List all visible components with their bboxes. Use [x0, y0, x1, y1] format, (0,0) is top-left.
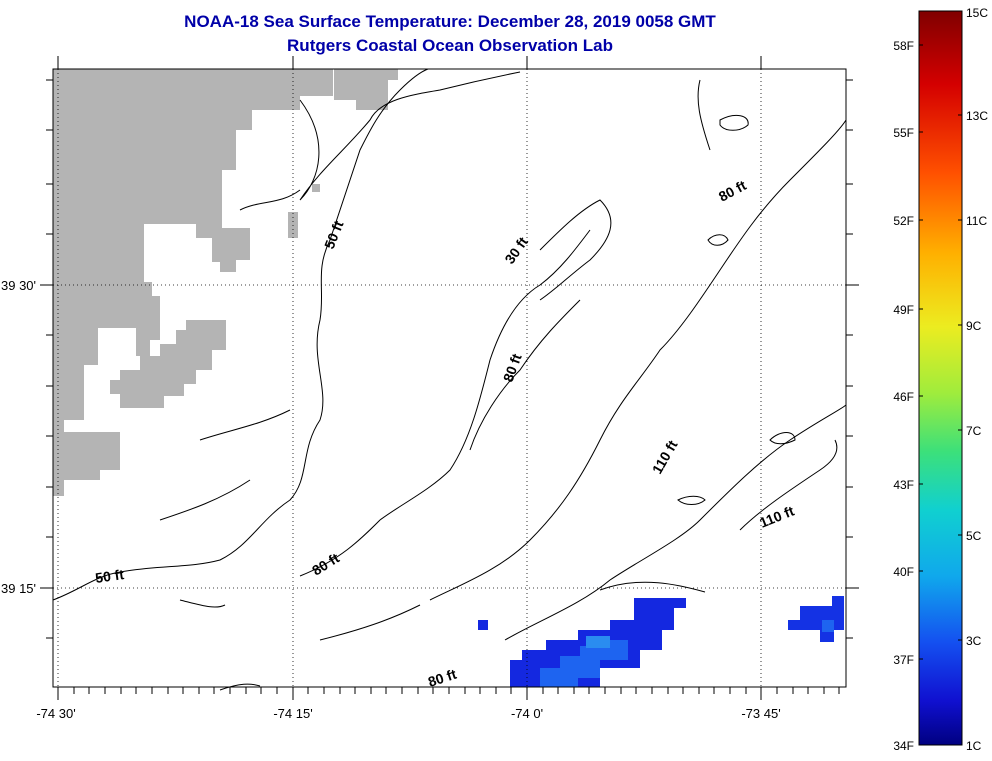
depth-contours: [52, 68, 847, 691]
colorbar-label: 49F: [893, 303, 914, 317]
colorbar-label: 55F: [893, 126, 914, 140]
lat-label: 39 30': [1, 278, 36, 293]
graticule: [53, 69, 846, 687]
colorbar-label: 5C: [966, 529, 982, 543]
colorbar-label: 9C: [966, 319, 982, 333]
lon-label: -74 0': [511, 706, 543, 721]
colorbar-label: 15C: [966, 6, 988, 20]
colorbar-label: 3C: [966, 634, 982, 648]
lon-label: -74 30': [36, 706, 75, 721]
colorbar: [918, 10, 963, 746]
colorbar-label: 34F: [893, 739, 914, 753]
colorbar-label: 13C: [966, 109, 988, 123]
colorbar-label: 46F: [893, 390, 914, 404]
axis-ticks: [40, 56, 859, 700]
colorbar-label: 11C: [966, 214, 987, 228]
lon-label: -73 45': [741, 706, 780, 721]
map-title: NOAA-18 Sea Surface Temperature: Decembe…: [184, 12, 716, 31]
colorbar-label: 52F: [893, 214, 914, 228]
colorbar-ticks: [919, 44, 962, 660]
colorbar-celsius-labels: 15C 13C 11C 9C 7C 5C 3C 1C: [966, 6, 988, 753]
map-subtitle: Rutgers Coastal Ocean Observation Lab: [287, 36, 613, 55]
colorbar-label: 58F: [893, 39, 914, 53]
colorbar-fahrenheit-labels: 58F 55F 52F 49F 46F 43F 40F 37F 34F: [893, 39, 914, 753]
contour-label: 50 ft: [94, 566, 125, 586]
lat-label: 39 15': [1, 581, 36, 596]
lon-label: -74 15': [273, 706, 312, 721]
colorbar-label: 43F: [893, 478, 914, 492]
sst-pixels: [478, 596, 844, 687]
colorbar-label: 40F: [893, 565, 914, 579]
colorbar-label: 1C: [966, 739, 982, 753]
colorbar-label: 7C: [966, 424, 982, 438]
colorbar-label: 37F: [893, 653, 914, 667]
